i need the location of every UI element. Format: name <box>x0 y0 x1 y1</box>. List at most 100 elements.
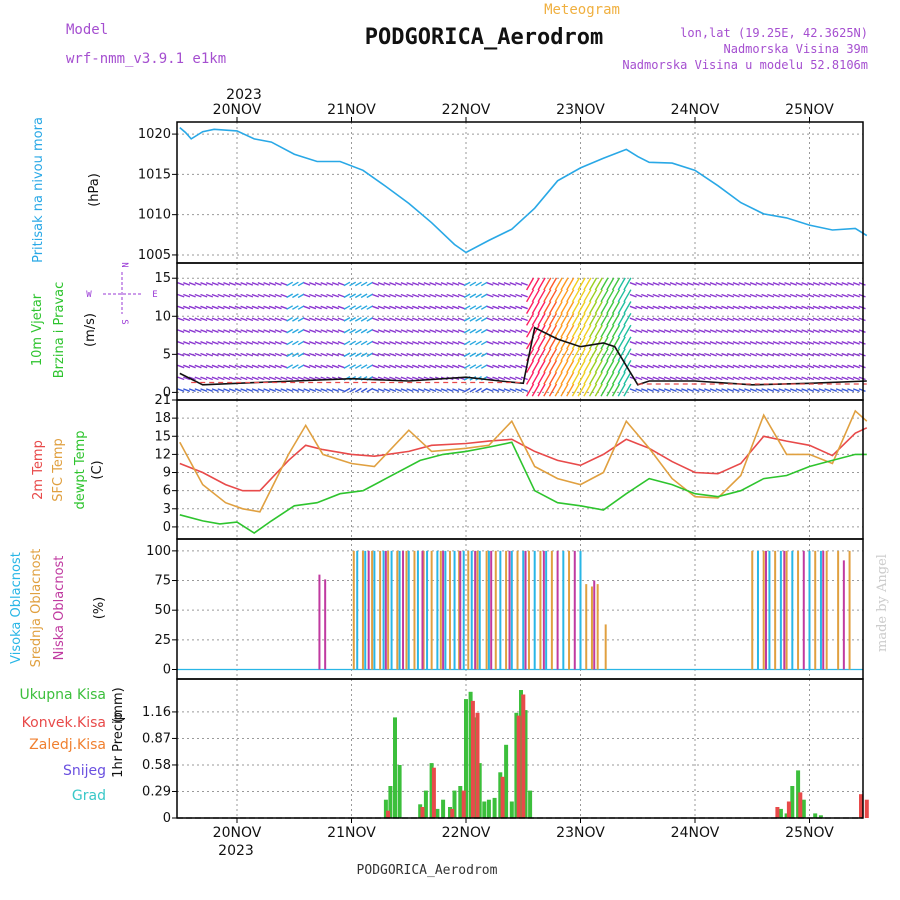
wind-barb <box>588 348 598 362</box>
precip_total-bar <box>388 786 393 818</box>
wind-barb <box>847 364 855 369</box>
wind-barb <box>291 376 299 381</box>
wind-barb <box>452 329 460 333</box>
wind-barb <box>377 282 385 286</box>
wind-barb <box>406 293 414 298</box>
wind-barb <box>520 388 528 392</box>
wind-barb <box>228 329 236 333</box>
wind-barb <box>217 293 225 298</box>
wind-barb <box>509 282 517 286</box>
wind-barb <box>211 282 219 286</box>
footer-station: PODGORICA_Aerodrom <box>357 863 498 878</box>
wind-barb <box>268 282 277 286</box>
wind-barb <box>571 348 581 362</box>
wind-barb <box>434 388 443 392</box>
wind-barb <box>852 329 860 333</box>
compass-east: E <box>152 290 157 300</box>
wind-barb <box>280 317 288 322</box>
wind-barb <box>263 376 271 381</box>
precip_total-bar <box>393 717 397 818</box>
wind-barb <box>263 352 271 357</box>
wind-barb <box>588 324 598 338</box>
wind-barb <box>577 301 586 314</box>
wind-barb <box>297 376 305 381</box>
wind-barb <box>188 352 196 357</box>
wind-barb <box>801 376 809 381</box>
wind-barb <box>548 312 558 326</box>
wind-barb <box>228 341 236 345</box>
wind-barb <box>600 301 609 314</box>
wind-barb <box>200 329 208 333</box>
wind-barb <box>807 282 815 286</box>
wind-barb <box>309 352 317 357</box>
wind-barb <box>406 282 414 286</box>
wind-barb <box>412 352 420 357</box>
wind-barb <box>394 317 402 322</box>
wind-barb <box>503 364 511 369</box>
wind-barb <box>383 317 391 322</box>
station-title-halo: PODGORICA_Aerodrom <box>365 25 603 50</box>
wind-barb <box>571 383 581 397</box>
wind-barb <box>486 341 494 345</box>
wind-barb <box>223 364 231 369</box>
wind-barb <box>641 329 649 333</box>
wind-barb <box>400 305 408 310</box>
wind-barb <box>617 301 626 314</box>
wind-barb <box>778 282 786 286</box>
wind-barb <box>807 329 815 333</box>
wind-barb <box>183 282 191 286</box>
wind-barb <box>778 352 786 357</box>
wind-barb <box>217 329 225 333</box>
wind-barb <box>320 352 328 357</box>
wind-barb <box>560 360 569 373</box>
wind-barb <box>646 352 654 357</box>
wind-barb <box>709 305 717 310</box>
wind-barb <box>372 293 380 298</box>
wind-barb <box>446 282 454 286</box>
wind-barb <box>314 293 322 298</box>
wind-barb <box>658 376 666 381</box>
wind-barb <box>560 312 569 326</box>
wind-barb <box>652 293 660 298</box>
wind-barb <box>520 293 528 298</box>
wind-barb <box>726 305 735 310</box>
wind-barb <box>412 317 420 322</box>
wind-barb <box>795 364 803 369</box>
wind-barb <box>205 388 214 392</box>
wind-barb <box>286 352 294 358</box>
lonlat-label: lon,lat (19.25E, 42.3625N) <box>680 26 868 40</box>
wind-barb <box>721 305 729 310</box>
wind-barb <box>623 371 632 385</box>
wind-barb <box>509 376 517 381</box>
wind-barb <box>320 293 328 298</box>
wind-barb <box>292 293 299 299</box>
wind-barb <box>571 301 581 314</box>
wind-barb <box>686 305 694 310</box>
wind-barb <box>429 388 437 392</box>
wind-barb <box>457 282 465 286</box>
wind-barb <box>423 305 431 310</box>
wind-barb <box>492 293 500 298</box>
wind-barb <box>669 317 677 322</box>
wind-barb <box>652 364 660 369</box>
wind-barb <box>292 316 299 322</box>
wind-barb <box>492 364 500 369</box>
wind-barb <box>852 364 860 369</box>
wind-barb <box>531 336 540 350</box>
wind-barb <box>217 388 225 392</box>
wind-barb <box>343 387 351 393</box>
wind-barb <box>692 305 700 310</box>
wind-barb <box>343 364 351 369</box>
wind-barb <box>492 341 500 345</box>
wind-barb <box>354 340 362 346</box>
wind-barb <box>560 348 569 362</box>
wind-barb <box>772 364 780 369</box>
wind-barb <box>194 341 202 345</box>
wind-barb <box>251 305 259 310</box>
model-label: Model <box>66 22 108 38</box>
wind-barb <box>617 324 626 338</box>
temp_2m-line <box>179 427 868 492</box>
wind-barb <box>240 329 248 333</box>
wind-barb <box>594 312 603 326</box>
wind-barb <box>372 388 380 392</box>
